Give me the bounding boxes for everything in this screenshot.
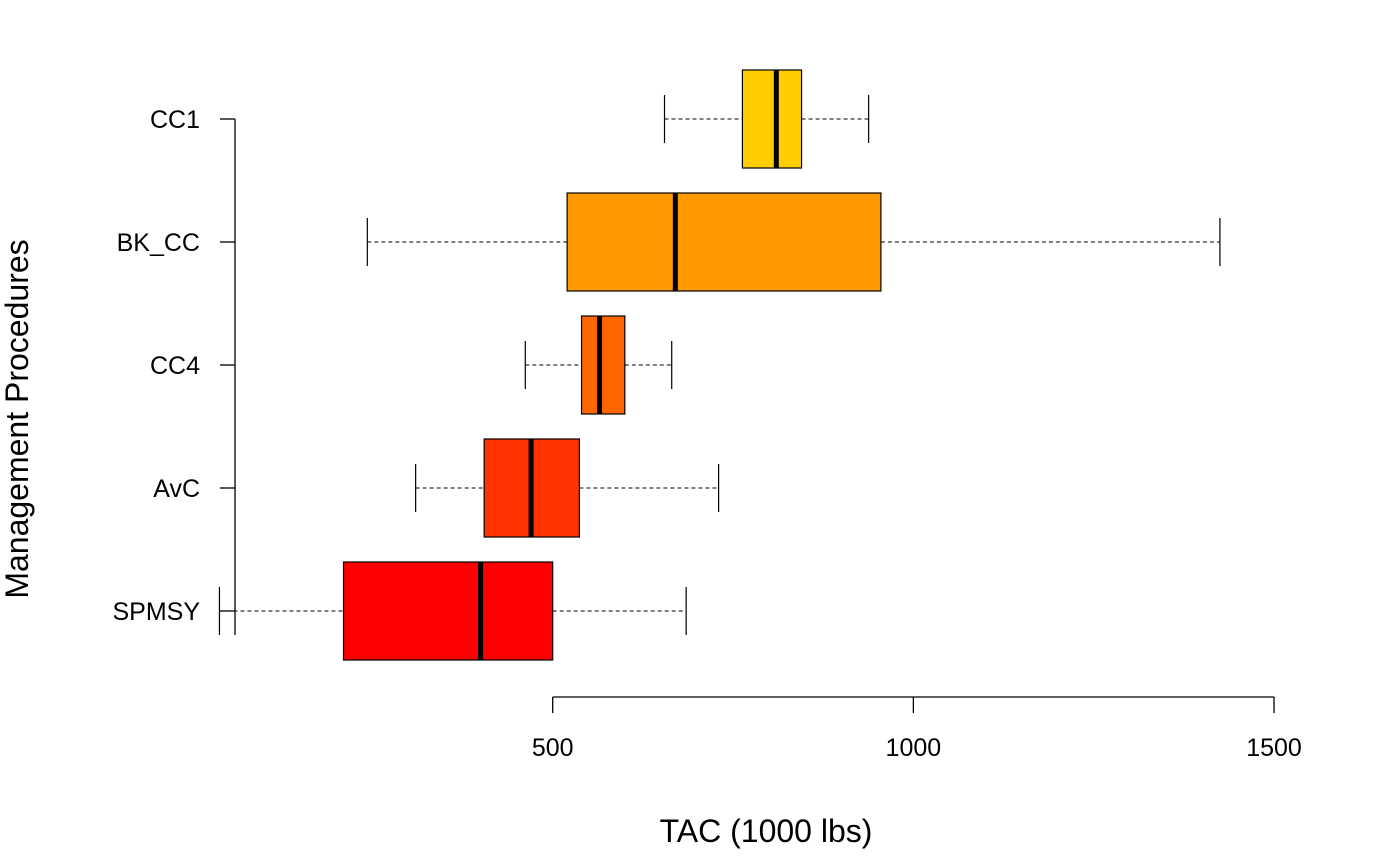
x-tick-label: 500 — [532, 734, 574, 762]
box-bk-cc — [366, 192, 1221, 292]
y-tick-label: CC1 — [150, 106, 200, 134]
y-tick-label: AvC — [153, 475, 200, 503]
box-iqr — [580, 315, 626, 415]
y-tick-label: CC4 — [150, 352, 200, 380]
box-group — [218, 69, 1221, 661]
box-iqr — [342, 561, 554, 661]
box-avc — [415, 438, 720, 538]
x-axis: 500 1000 1500 — [532, 696, 1302, 762]
y-axis: SPMSY AvC CC4 BK_CC CC1 — [112, 106, 236, 635]
box-iqr — [741, 69, 803, 169]
box-iqr — [566, 192, 882, 292]
y-tick-label: SPMSY — [112, 598, 200, 626]
box-cc1 — [663, 69, 870, 169]
box-spmsy — [218, 561, 687, 661]
y-axis-title: Management Procedures — [0, 239, 35, 598]
box-cc4 — [524, 315, 673, 415]
x-tick-label: 1500 — [1246, 734, 1302, 762]
x-tick-label: 1000 — [886, 734, 942, 762]
y-tick-label: BK_CC — [117, 229, 200, 257]
x-axis-title: TAC (1000 lbs) — [660, 813, 873, 849]
